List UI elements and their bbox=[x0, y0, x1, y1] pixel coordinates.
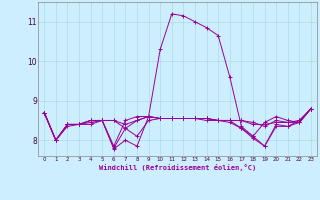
X-axis label: Windchill (Refroidissement éolien,°C): Windchill (Refroidissement éolien,°C) bbox=[99, 164, 256, 171]
